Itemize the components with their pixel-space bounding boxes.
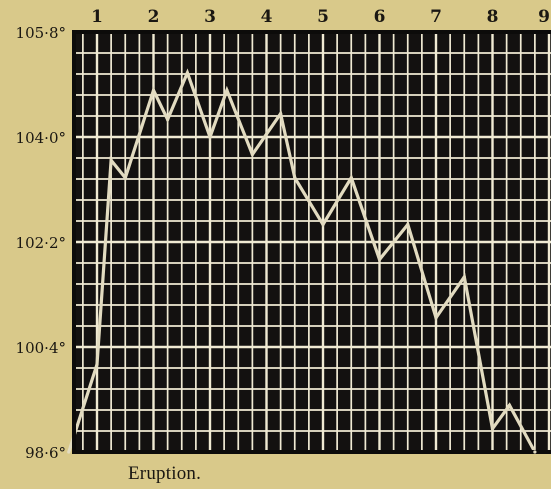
grid-lines [74,30,551,454]
x-tick-label: 7 [430,7,442,27]
data-point [507,403,512,407]
y-tick-label: 104·0° [16,129,66,147]
x-tick-label: 5 [317,7,329,27]
data-point [95,362,99,367]
data-point [225,88,229,92]
x-tick-label: 2 [148,7,160,27]
x-tick-label: 4 [261,7,273,27]
y-axis-tick-labels: 105·8° 104·0° 102·2° 100·4° 98·6° [16,24,66,462]
data-point [434,316,438,320]
x-tick-label: 9 [538,7,550,27]
plot-frame [72,30,551,454]
x-tick-label: 1 [91,7,103,27]
data-point [533,450,537,454]
x-tick-label: 6 [374,7,386,27]
data-point [321,222,325,227]
data-point [250,152,254,157]
series-points [67,71,537,454]
x-axis-tick-labels: 1 2 3 4 5 6 7 8 9 [91,7,550,27]
eruption-annotation: Eruption. [128,463,202,484]
data-point [166,117,170,122]
y-tick-label: 100·4° [16,339,66,357]
data-point [293,176,297,180]
data-point [279,112,283,116]
y-tick-label: 102·2° [16,234,66,252]
x-tick-label: 8 [487,7,499,27]
y-tick-label: 105·8° [16,24,66,42]
data-point [349,176,353,180]
data-point [123,176,127,180]
data-point [462,275,466,279]
data-point [109,158,113,162]
data-point [151,88,156,92]
y-tick-label: 98·6° [25,444,66,462]
data-point [490,427,495,431]
data-point [185,71,189,75]
data-point [67,450,71,454]
data-point [406,222,410,227]
data-point [377,257,382,262]
data-point [208,135,212,139]
x-tick-label: 3 [204,7,216,27]
